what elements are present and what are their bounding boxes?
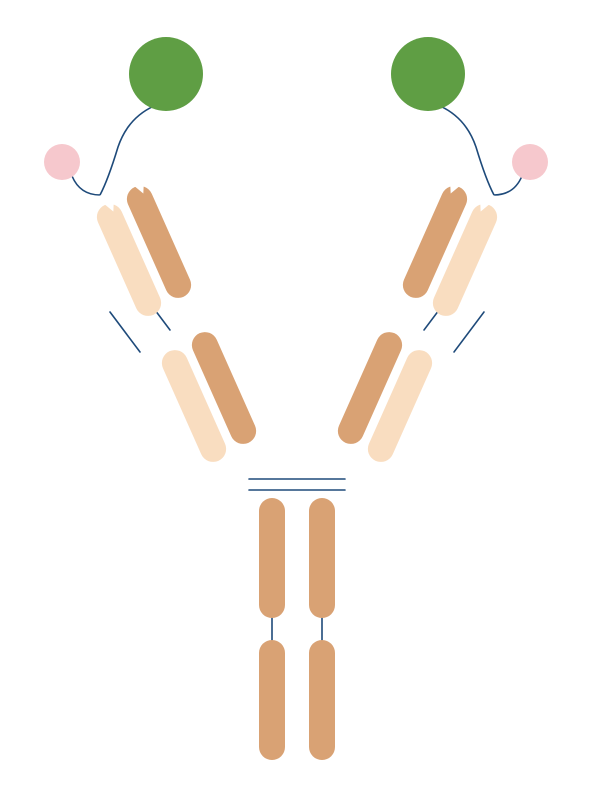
- arc-left-small: [72, 176, 100, 195]
- connector-3: [454, 312, 484, 352]
- arc-left-large: [100, 98, 192, 195]
- small-circle-right: [512, 144, 548, 180]
- connector-1: [110, 312, 140, 352]
- large-circle-right: [391, 37, 465, 111]
- heavy-chain-domain-6: [259, 640, 285, 760]
- antibody-diagram: [0, 0, 594, 802]
- arc-right-large: [402, 98, 494, 195]
- heavy-chain-domain-5: [309, 498, 335, 618]
- heavy-chain-layer: [123, 171, 472, 760]
- circles-layer: [44, 37, 548, 180]
- heavy-chain-domain-7: [309, 640, 335, 760]
- small-circle-left: [44, 144, 80, 180]
- arc-right-small: [494, 176, 522, 195]
- large-circle-left: [129, 37, 203, 111]
- heavy-chain-domain-4: [259, 498, 285, 618]
